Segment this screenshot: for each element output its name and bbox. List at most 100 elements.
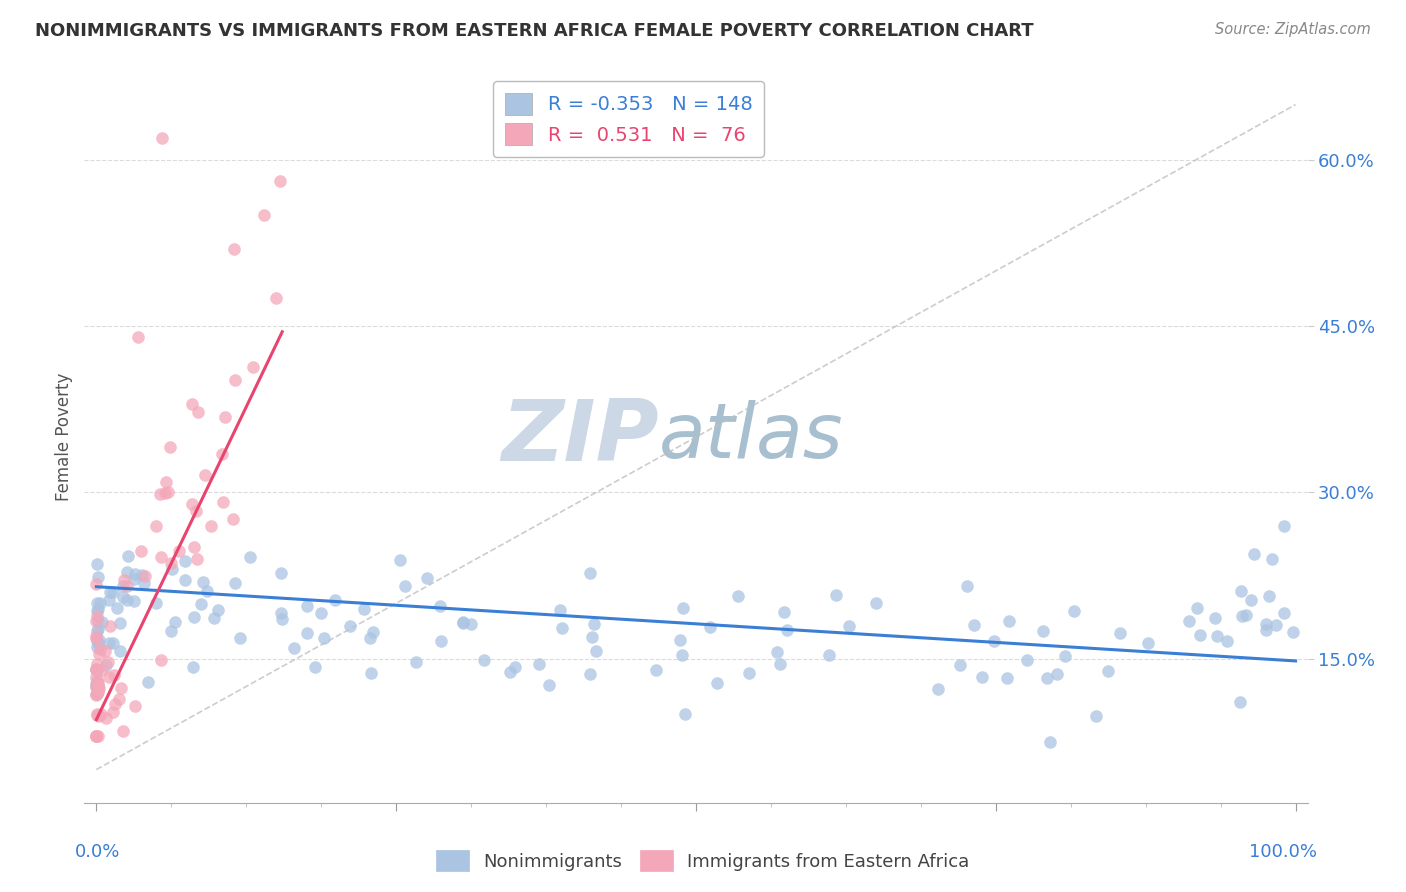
Point xyxy=(1185,601,1208,615)
Point xyxy=(86,670,108,684)
Point xyxy=(738,666,761,681)
Point xyxy=(86,680,108,694)
Point xyxy=(89,596,111,610)
Point xyxy=(529,657,551,671)
Point xyxy=(150,549,173,564)
Point xyxy=(155,475,177,490)
Point xyxy=(87,681,110,696)
Point xyxy=(211,447,233,461)
Point xyxy=(195,584,218,599)
Point xyxy=(1108,626,1130,640)
Point xyxy=(181,397,204,411)
Point xyxy=(339,619,361,633)
Point xyxy=(183,541,205,555)
Point xyxy=(673,707,696,722)
Point xyxy=(87,675,110,690)
Point xyxy=(153,486,176,500)
Point xyxy=(269,174,291,188)
Point xyxy=(149,487,172,501)
Point xyxy=(325,593,347,607)
Point xyxy=(1063,605,1085,619)
Point xyxy=(212,495,235,509)
Point xyxy=(86,685,108,699)
Point xyxy=(214,410,236,425)
Point xyxy=(769,657,792,672)
Point xyxy=(253,209,276,223)
Point xyxy=(86,614,108,628)
Point xyxy=(86,634,108,648)
Point xyxy=(585,644,607,658)
Point xyxy=(87,683,110,698)
Point xyxy=(309,606,332,620)
Point xyxy=(98,670,121,684)
Point xyxy=(295,599,318,614)
Point xyxy=(122,572,145,586)
Point xyxy=(865,596,887,610)
Point xyxy=(578,666,600,681)
Point xyxy=(108,615,131,630)
Point xyxy=(669,632,692,647)
Point xyxy=(186,552,208,566)
Point xyxy=(87,601,110,615)
Point xyxy=(1230,609,1253,624)
Point xyxy=(394,578,416,592)
Point xyxy=(451,615,474,629)
Point xyxy=(112,579,135,593)
Point xyxy=(157,485,180,500)
Point xyxy=(89,647,111,661)
Point xyxy=(503,660,526,674)
Point xyxy=(115,579,138,593)
Point xyxy=(86,707,108,722)
Text: atlas: atlas xyxy=(659,401,844,474)
Point xyxy=(1032,624,1054,638)
Point xyxy=(97,655,120,669)
Point xyxy=(86,631,108,645)
Point xyxy=(264,292,287,306)
Point xyxy=(825,588,848,602)
Point xyxy=(1216,633,1239,648)
Point xyxy=(283,640,305,655)
Point xyxy=(1264,618,1286,632)
Point xyxy=(86,678,108,692)
Point xyxy=(87,614,110,628)
Point xyxy=(86,604,108,618)
Point xyxy=(86,609,108,624)
Point xyxy=(86,687,108,701)
Point xyxy=(538,678,561,692)
Point xyxy=(94,658,117,673)
Point xyxy=(270,566,292,580)
Legend: Nonimmigrants, Immigrants from Eastern Africa: Nonimmigrants, Immigrants from Eastern A… xyxy=(429,843,977,879)
Point xyxy=(727,589,749,603)
Point xyxy=(229,631,252,645)
Point xyxy=(224,575,246,590)
Point xyxy=(429,599,451,614)
Point xyxy=(416,571,439,585)
Point xyxy=(112,574,135,588)
Point xyxy=(87,729,110,743)
Point xyxy=(115,593,138,607)
Point xyxy=(388,553,411,567)
Point xyxy=(94,711,117,725)
Y-axis label: Female Poverty: Female Poverty xyxy=(55,373,73,501)
Point xyxy=(581,631,603,645)
Point xyxy=(86,640,108,654)
Point xyxy=(766,645,789,659)
Point xyxy=(995,672,1018,686)
Point xyxy=(1097,664,1119,678)
Text: 0.0%: 0.0% xyxy=(75,843,120,861)
Point xyxy=(86,729,108,743)
Point xyxy=(430,633,453,648)
Point xyxy=(124,698,146,713)
Point xyxy=(1230,583,1253,598)
Point xyxy=(87,636,110,650)
Point xyxy=(110,681,132,695)
Point xyxy=(86,662,108,676)
Point xyxy=(86,596,108,610)
Point xyxy=(359,632,381,646)
Point xyxy=(129,544,152,558)
Point xyxy=(107,600,129,615)
Point xyxy=(97,592,120,607)
Point xyxy=(132,575,155,590)
Point xyxy=(136,675,159,690)
Point xyxy=(200,519,222,533)
